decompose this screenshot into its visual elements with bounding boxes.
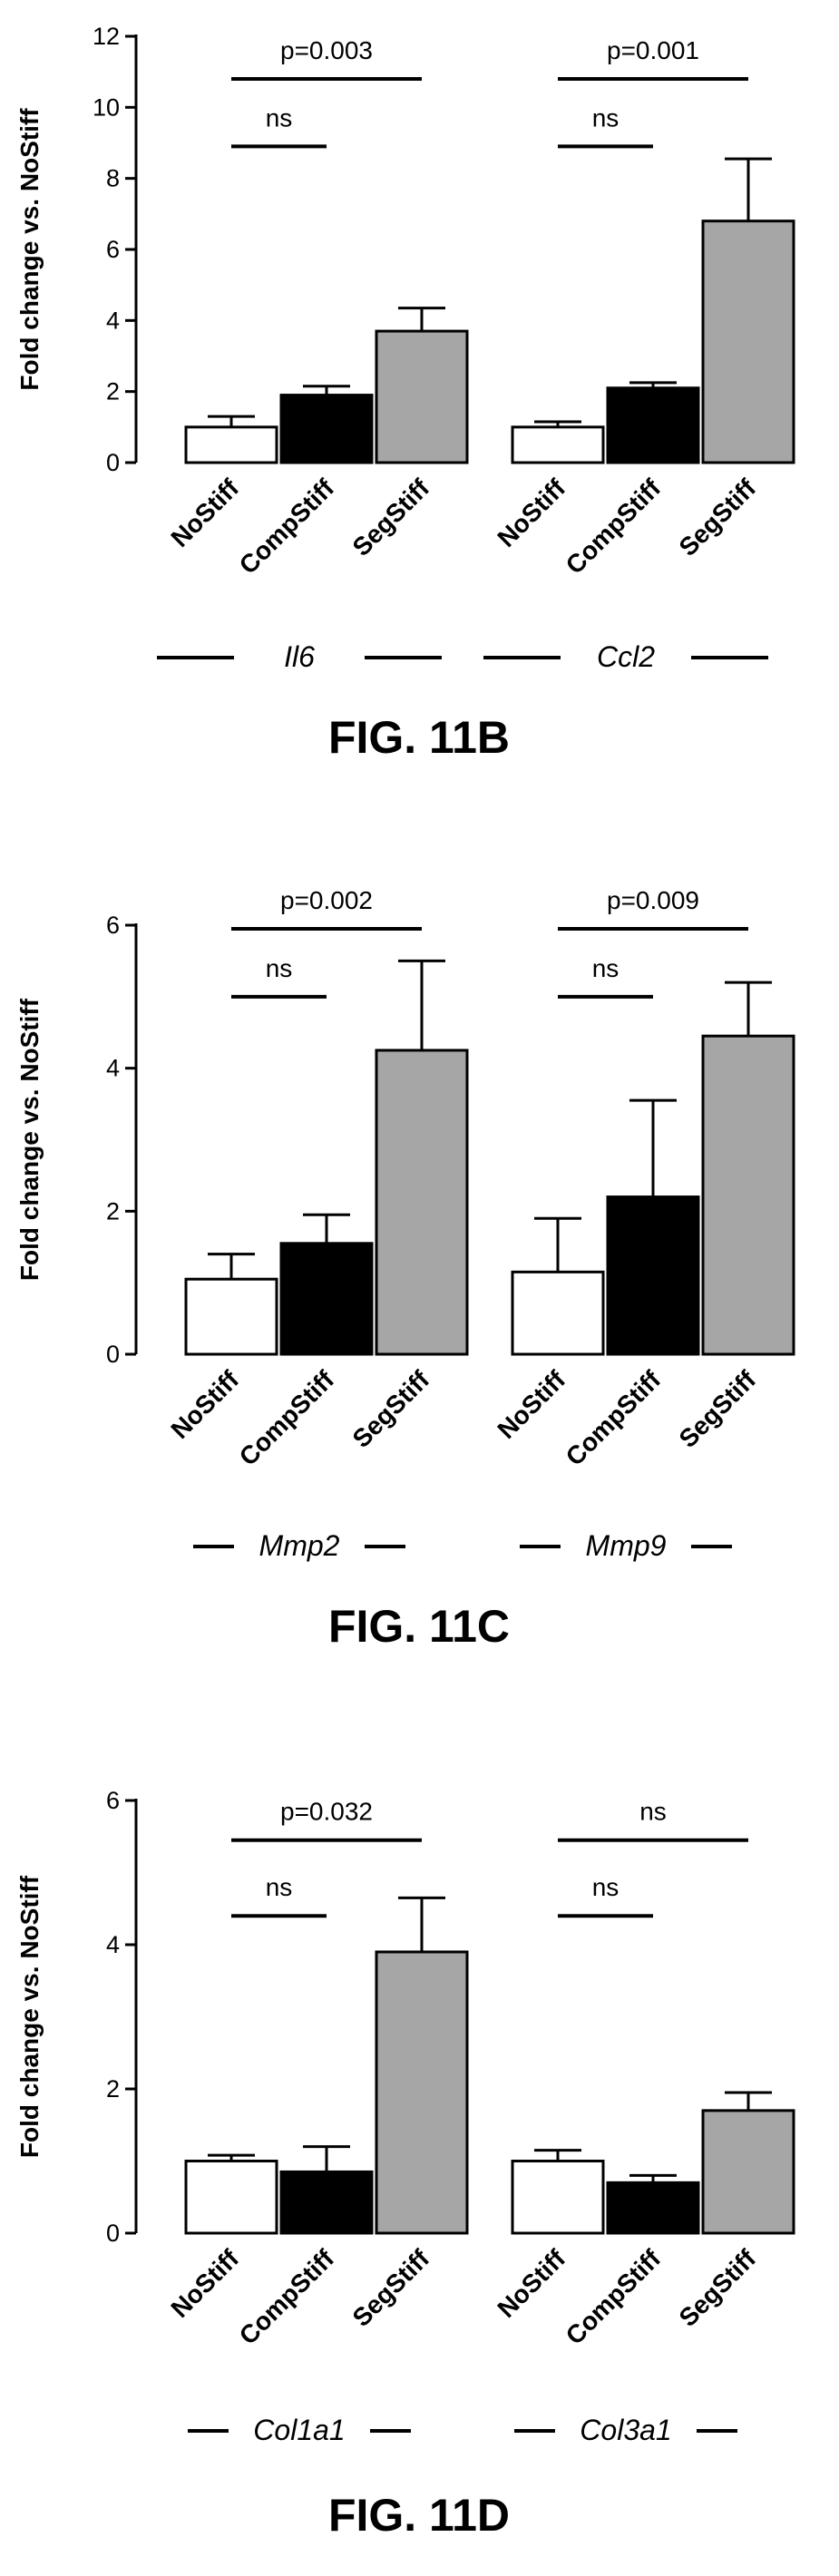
significance-label: p=0.001 — [607, 36, 699, 64]
bar-compstiff — [606, 2181, 700, 2235]
figure-caption: FIG. 11D — [328, 2490, 510, 2541]
y-axis-title: Fold change vs. NoStiff — [15, 108, 44, 391]
bar-compstiff — [279, 1242, 374, 1356]
category-label: CompStiff — [234, 1365, 340, 1471]
category-label: NoStiff — [492, 2244, 571, 2323]
category-label: CompStiff — [561, 473, 667, 580]
bar-segstiff — [375, 329, 469, 464]
y-tick-label: 0 — [106, 449, 120, 476]
y-axis-title: Fold change vs. NoStiff — [15, 1875, 44, 2158]
gene-label: Il6 — [284, 640, 315, 673]
category-label: SegStiff — [347, 2244, 435, 2332]
category-label: CompStiff — [561, 1365, 667, 1471]
category-label: NoStiff — [165, 1365, 244, 1444]
y-tick-label: 4 — [106, 307, 120, 334]
y-tick-label: 6 — [106, 236, 120, 263]
significance-label: ns — [266, 1873, 293, 1901]
significance-label: p=0.032 — [280, 1798, 373, 1826]
category-label: NoStiff — [165, 473, 244, 552]
bar-nostiff — [184, 1277, 278, 1356]
bar-compstiff — [606, 386, 700, 464]
y-tick-label: 0 — [106, 1341, 120, 1368]
significance-label: ns — [266, 954, 293, 982]
category-label: SegStiff — [674, 2244, 762, 2332]
y-tick-label: 6 — [106, 912, 120, 939]
gene-label: Mmp9 — [586, 1529, 667, 1562]
category-label: CompStiff — [234, 473, 340, 580]
category-label: SegStiff — [674, 1365, 762, 1453]
y-tick-label: 2 — [106, 1197, 120, 1225]
y-tick-label: 10 — [93, 93, 120, 121]
gene-label: Ccl2 — [597, 640, 655, 673]
significance-label: ns — [266, 103, 293, 132]
gene-label: Col1a1 — [253, 2414, 345, 2446]
bar-compstiff — [279, 394, 374, 464]
bar-nostiff — [184, 425, 278, 464]
category-label: NoStiff — [492, 1365, 571, 1444]
y-tick-label: 4 — [106, 1055, 120, 1082]
gene-label: Col3a1 — [580, 2414, 671, 2446]
significance-label: p=0.003 — [280, 36, 373, 64]
y-tick-label: 2 — [106, 378, 120, 405]
significance-label: ns — [592, 1873, 619, 1901]
bar-nostiff — [184, 2160, 278, 2235]
category-label: NoStiff — [492, 473, 571, 552]
significance-label: ns — [592, 954, 619, 982]
y-tick-label: 6 — [106, 1787, 120, 1814]
y-tick-label: 0 — [106, 2220, 120, 2247]
significance-label: p=0.002 — [280, 886, 373, 914]
gene-label: Mmp2 — [259, 1529, 340, 1562]
significance-label: ns — [639, 1798, 667, 1826]
bar-compstiff — [279, 2170, 374, 2235]
bar-segstiff — [701, 220, 795, 464]
y-tick-label: 12 — [93, 23, 120, 50]
bar-nostiff — [511, 425, 605, 464]
significance-label: ns — [592, 103, 619, 132]
category-label: CompStiff — [234, 2244, 340, 2350]
bar-nostiff — [511, 1270, 605, 1356]
bar-nostiff — [511, 2160, 605, 2235]
category-label: SegStiff — [347, 1365, 435, 1453]
category-label: CompStiff — [561, 2244, 667, 2350]
significance-label: p=0.009 — [607, 886, 699, 914]
y-tick-label: 2 — [106, 2075, 120, 2103]
figure-caption: FIG. 11B — [328, 712, 510, 763]
bar-segstiff — [701, 2109, 795, 2235]
bar-compstiff — [606, 1195, 700, 1356]
category-label: SegStiff — [347, 473, 435, 561]
bar-segstiff — [375, 1049, 469, 1356]
bar-segstiff — [375, 1950, 469, 2235]
category-label: SegStiff — [674, 473, 762, 561]
y-axis-title: Fold change vs. NoStiff — [15, 998, 44, 1281]
bar-segstiff — [701, 1034, 795, 1356]
figure-caption: FIG. 11C — [328, 1601, 510, 1652]
y-tick-label: 4 — [106, 1931, 120, 1958]
y-tick-label: 8 — [106, 165, 120, 192]
category-label: NoStiff — [165, 2244, 244, 2323]
